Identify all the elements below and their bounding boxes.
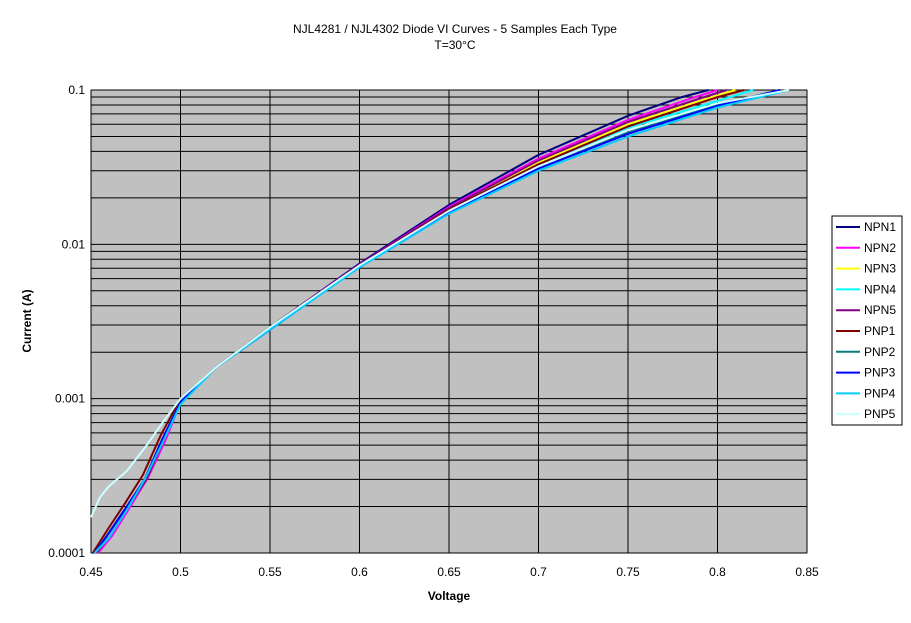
- series-lines: [90, 89, 790, 554]
- y-tick-label-3: 0.1: [68, 83, 85, 97]
- legend-label-npn3: NPN3: [864, 262, 896, 276]
- x-tick-label-5: 0.7: [530, 565, 547, 579]
- x-tick-label-4: 0.65: [437, 565, 461, 579]
- x-axis-label: Voltage: [428, 589, 471, 603]
- y-tick-label-2: 0.01: [62, 237, 86, 251]
- legend-box: [831, 215, 903, 426]
- x-tick-labels: 0.45 0.5 0.55 0.6 0.65 0.7 0.75 0.8 0.85: [79, 565, 819, 579]
- legend-label-pnp3: PNP3: [864, 366, 896, 380]
- legend-label-npn2: NPN2: [864, 241, 896, 255]
- y-tick-label-1: 0.001: [55, 392, 85, 406]
- x-tick-label-3: 0.6: [351, 565, 368, 579]
- legend-label-pnp2: PNP2: [864, 345, 896, 359]
- chart-title: NJL4281 / NJL4302 Diode VI Curves - 5 Sa…: [293, 22, 617, 36]
- legend: NPN1 NPN2 NPN3 NPN4 NPN5 PNP1 PNP2 PNP3 PNP4 PNP5: [831, 215, 903, 426]
- chart-subtitle: T=30°C: [434, 38, 475, 52]
- legend-label-pnp4: PNP4: [864, 386, 896, 400]
- legend-label-npn5: NPN5: [864, 303, 896, 317]
- legend-label-pnp5: PNP5: [864, 407, 896, 421]
- x-tick-label-7: 0.8: [709, 565, 726, 579]
- x-tick-label-6: 0.75: [616, 565, 640, 579]
- x-tick-label-0: 0.45: [79, 565, 103, 579]
- x-tick-label-1: 0.5: [172, 565, 189, 579]
- legend-label-pnp1: PNP1: [864, 324, 896, 338]
- y-tick-labels: 0.0001 0.001 0.01 0.1: [48, 83, 85, 560]
- grid-lines: [90, 89, 808, 554]
- series-line-pnp5: [90, 89, 790, 518]
- legend-label-npn4: NPN4: [864, 282, 896, 296]
- y-axis-label: Current (A): [20, 289, 34, 352]
- x-tick-label-2: 0.55: [258, 565, 282, 579]
- legend-label-npn1: NPN1: [864, 220, 896, 234]
- y-tick-label-0: 0.0001: [48, 546, 85, 560]
- x-tick-label-8: 0.85: [795, 565, 819, 579]
